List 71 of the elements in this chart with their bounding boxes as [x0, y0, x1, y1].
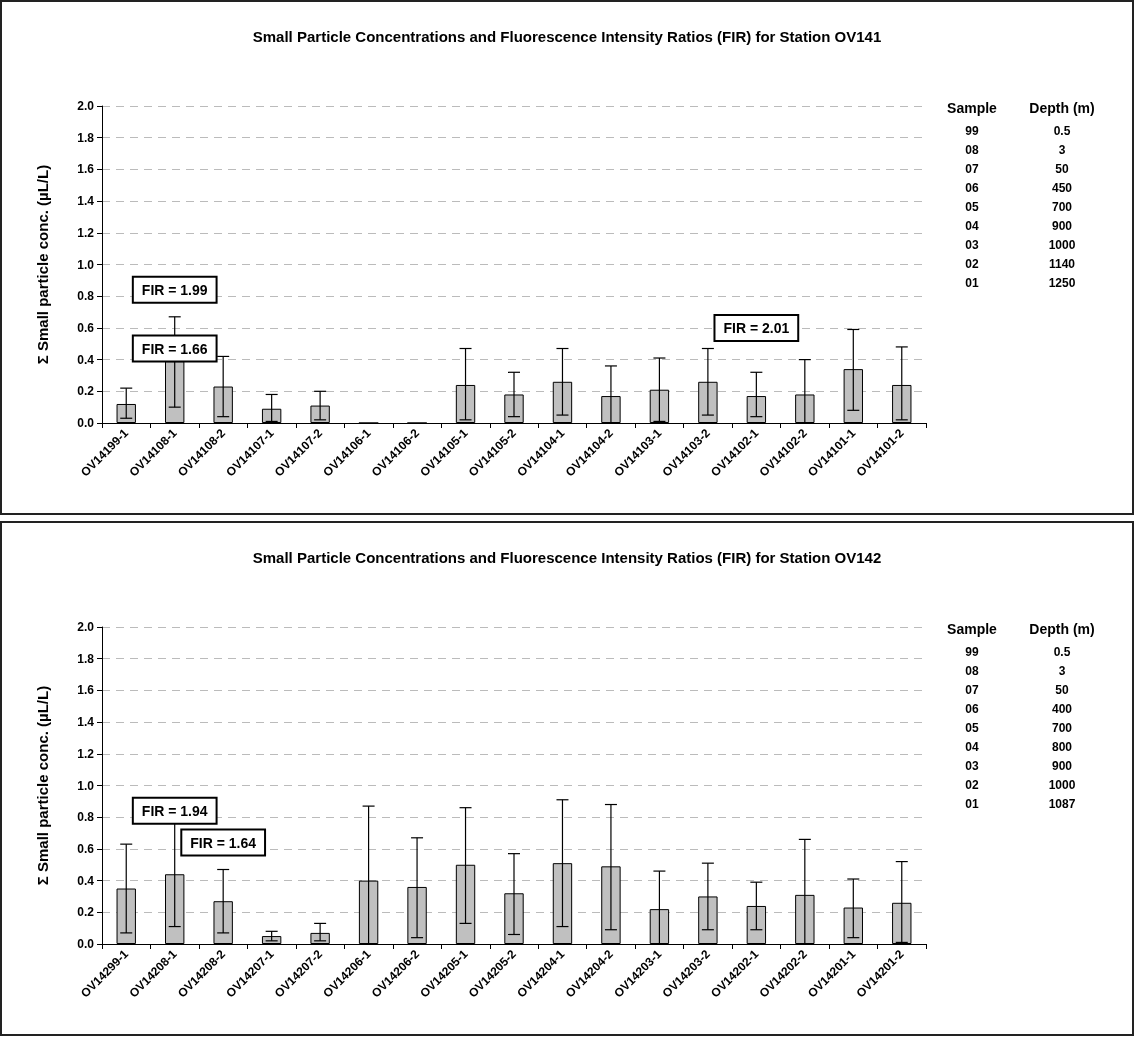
annotation: FIR = 1.64: [190, 834, 257, 851]
text: 08: [965, 143, 979, 157]
text: 01: [965, 797, 979, 811]
text: 01: [965, 276, 979, 290]
y-tick-label: 1.4: [77, 194, 95, 209]
text: 1140: [1048, 257, 1076, 271]
text: 450: [1051, 181, 1073, 195]
text: 800: [1051, 740, 1073, 754]
text: 50: [1055, 683, 1069, 697]
y-tick-label: 1.6: [77, 162, 95, 177]
text: 900: [1051, 219, 1073, 233]
annotation: FIR = 2.01: [723, 319, 790, 336]
text: 02: [965, 257, 979, 271]
annotation: FIR = 1.99: [141, 281, 208, 298]
y-tick-label: 0.2: [77, 384, 95, 399]
annotation: FIR = 1.94: [141, 802, 208, 819]
text: 0.5: [1053, 645, 1071, 659]
y-tick-label: 0.6: [77, 841, 95, 856]
text: 06: [965, 181, 979, 195]
text: 50: [1055, 162, 1069, 176]
y-tick-label: 1.6: [77, 683, 95, 698]
text: 1087: [1048, 797, 1076, 811]
chart-title: Small Particle Concentrations and Fluorescence Intensity Ratios (FIR) for Station OV142: [252, 549, 882, 566]
y-tick-label: 0.4: [77, 352, 95, 367]
text: Depth (m): [1029, 621, 1095, 637]
y-tick-label: 0.2: [77, 905, 95, 920]
text: 04: [965, 219, 979, 233]
text: Depth (m): [1029, 100, 1095, 116]
text: 1000: [1048, 778, 1076, 792]
text: 04: [965, 740, 979, 754]
y-axis-title: Σ Small particle conc. (µL/L): [34, 164, 51, 365]
text: 05: [965, 200, 979, 214]
text: Sample: [947, 621, 998, 637]
text: 700: [1051, 721, 1073, 735]
text: 3: [1058, 664, 1066, 678]
text: 99: [965, 124, 979, 138]
text: 3: [1058, 143, 1066, 157]
text: 1000: [1048, 238, 1076, 252]
y-tick-label: 1.2: [77, 225, 95, 240]
y-tick-label: 1.2: [77, 746, 95, 761]
y-axis-title: Σ Small particle conc. (µL/L): [34, 685, 51, 886]
y-tick-label: 1.0: [77, 778, 95, 793]
text: 400: [1051, 702, 1073, 716]
y-tick-label: 0.8: [77, 810, 95, 825]
text: 02: [965, 778, 979, 792]
y-tick-label: 0.8: [77, 289, 95, 304]
text: 07: [965, 683, 979, 697]
text: 99: [965, 645, 979, 659]
annotation: FIR = 1.66: [141, 340, 208, 357]
text: 03: [965, 759, 979, 773]
text: Sample: [947, 100, 998, 116]
text: 700: [1051, 200, 1073, 214]
text: 0.5: [1053, 124, 1071, 138]
y-tick-label: 1.8: [77, 651, 95, 666]
text: 03: [965, 238, 979, 252]
y-tick-label: 2.0: [77, 99, 95, 113]
chart-title: Small Particle Concentrations and Fluorescence Intensity Ratios (FIR) for Station OV141: [252, 28, 882, 45]
y-tick-label: 2.0: [77, 620, 95, 634]
y-tick-label: 1.8: [77, 130, 95, 145]
text: 900: [1051, 759, 1073, 773]
y-tick-label: 1.0: [77, 257, 95, 272]
y-tick-label: 0.6: [77, 320, 95, 335]
text: 06: [965, 702, 979, 716]
y-tick-label: 0.4: [77, 873, 95, 888]
text: 05: [965, 721, 979, 735]
text: 08: [965, 664, 979, 678]
text: 07: [965, 162, 979, 176]
text: 1250: [1048, 276, 1076, 290]
y-tick-label: 0.0: [77, 937, 95, 951]
y-tick-label: 0.0: [77, 416, 95, 430]
y-tick-label: 1.4: [77, 715, 95, 730]
